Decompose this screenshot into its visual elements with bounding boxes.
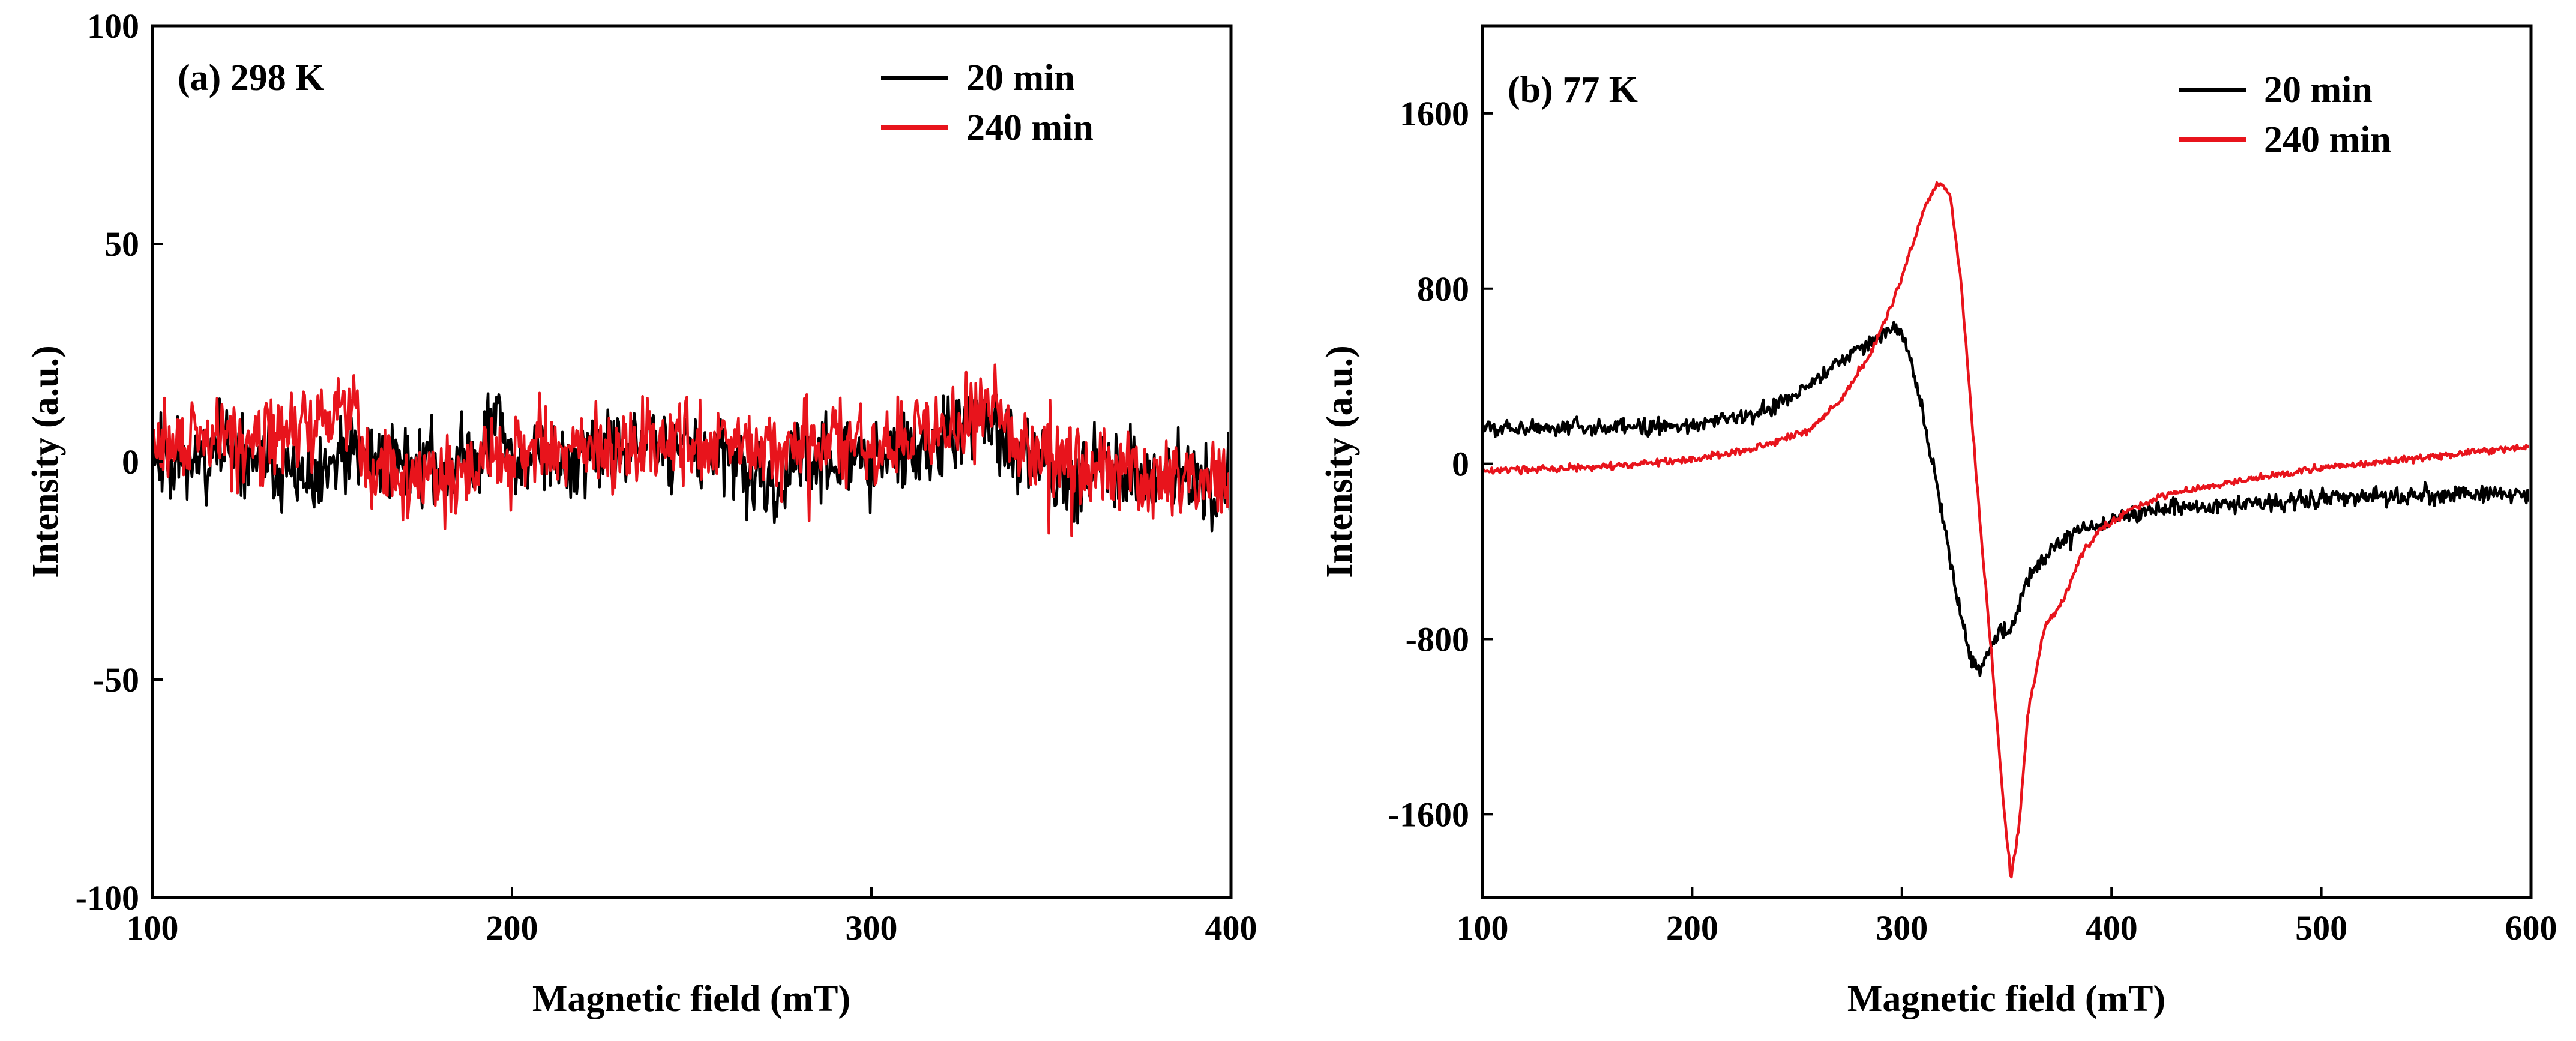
panel-a-y-tick-label: -50 (93, 660, 139, 699)
panel-b-x-tick-label: 600 (2505, 908, 2557, 947)
panel-b-x-tick-label: 200 (1666, 908, 1718, 947)
panel-a-x-tick-label: 400 (1205, 908, 1257, 947)
panel-a: 100 200 300 400 -100 -50 0 50 100 (a) 298 K 20 m… (25, 7, 1257, 1019)
panel-b: 100 200 300 400 500 600 -1600 -800 0 800 1600 (b) … (1319, 24, 2557, 1019)
panel-a-legend-240min: 240 min (966, 107, 1094, 148)
panel-a-y-tick-label: 50 (104, 225, 139, 264)
panel-b-legend-20min: 20 min (2264, 70, 2373, 110)
panel-b-legend: 20 min 240 min (2179, 70, 2391, 160)
panel-a-x-tick-label: 300 (846, 908, 898, 947)
panel-b-y-tick-label: -800 (1406, 620, 1469, 659)
panel-b-series-group (1484, 181, 2529, 879)
panel-a-x-axis-title: Magnetic field (mT) (532, 979, 850, 1019)
panel-b-x-tick-label: 100 (1457, 908, 1509, 947)
panel-b-y-tick-label: -1600 (1388, 795, 1469, 834)
panel-b-label: (b) 77 K (1508, 70, 1638, 110)
panel-b-y-tick-label: 1600 (1400, 94, 1469, 133)
panel-b-y-tick-label: 0 (1452, 445, 1469, 484)
panel-a-series-240min-line (154, 363, 1229, 537)
panel-b-x-tick-label: 300 (1876, 908, 1928, 947)
panel-b-x-tick-label: 400 (2086, 908, 2138, 947)
panel-a-plot-area (154, 363, 1229, 537)
panel-a-series-group (154, 363, 1229, 537)
panel-a-y-tick-label: -100 (76, 878, 139, 917)
panel-b-y-axis-title: Intensity (a.u.) (1319, 345, 1360, 578)
panel-b-legend-240min: 240 min (2264, 119, 2391, 160)
panel-b-plot-frame (1481, 24, 2533, 899)
panel-a-label: (a) 298 K (178, 58, 325, 98)
panel-a-x-tick-label: 200 (486, 908, 538, 947)
panel-a-y-tick-label: 100 (87, 7, 139, 46)
panel-a-y-tick-label: 0 (122, 442, 139, 481)
panel-b-x-axis-title: Magnetic field (mT) (1847, 979, 2165, 1019)
panel-a-legend-20min: 20 min (966, 58, 1075, 98)
panel-b-plot-area (1484, 181, 2529, 879)
panel-b-series-240min-line (1484, 181, 2529, 879)
panel-a-ticks: 100 200 300 400 -100 -50 0 50 100 (76, 7, 1257, 947)
panel-b-y-tick-label: 800 (1417, 270, 1469, 309)
panel-a-x-tick-label: 100 (127, 908, 179, 947)
panel-b-x-tick-label: 500 (2295, 908, 2347, 947)
panel-b-ticks: 100 200 300 400 500 600 -1600 -800 0 800 1600 (1388, 94, 2557, 947)
panel-a-legend: 20 min 240 min (881, 58, 1094, 148)
panel-a-y-axis-title: Intensity (a.u.) (25, 345, 66, 578)
panel-b-series-20min-line (1484, 321, 2529, 677)
